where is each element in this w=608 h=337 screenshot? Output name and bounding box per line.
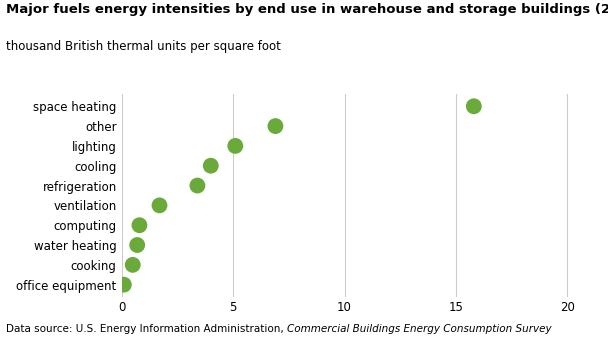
Point: [134, 222, 144, 228]
Text: Data source: U.S. Energy Information Administration,: Data source: U.S. Energy Information Adm…: [6, 324, 287, 334]
Point: [128, 262, 137, 268]
Point: [271, 123, 280, 129]
Point: [154, 203, 164, 208]
Point: [469, 103, 478, 109]
Text: Major fuels energy intensities by end use in warehouse and storage buildings (20: Major fuels energy intensities by end us…: [6, 3, 608, 17]
Point: [119, 282, 129, 287]
Point: [193, 183, 202, 188]
Point: [230, 143, 240, 149]
Text: thousand British thermal units per square foot: thousand British thermal units per squar…: [6, 40, 281, 54]
Text: Commercial Buildings Energy Consumption Survey: Commercial Buildings Energy Consumption …: [287, 324, 551, 334]
Point: [133, 242, 142, 248]
Point: [206, 163, 216, 168]
